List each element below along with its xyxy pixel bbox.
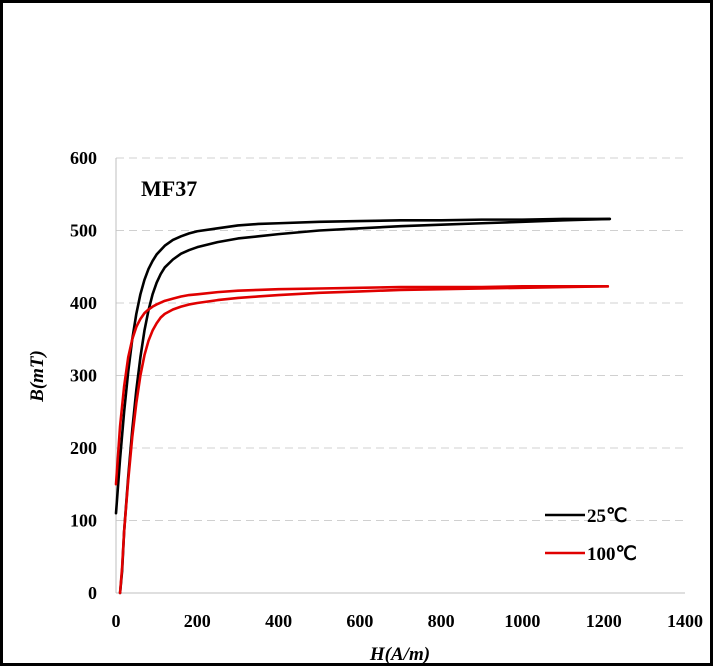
y-tick-label: 300 [70,366,97,386]
x-tick-label: 400 [265,611,292,631]
series-line-branch-lower [118,285,610,595]
x-tick-label: 0 [112,611,121,631]
legend: 25℃ 100℃ [545,506,637,565]
x-tick-label: 800 [428,611,455,631]
y-tick-label: 400 [70,293,97,313]
x-tick-label: 600 [346,611,373,631]
x-axis-title: H(A/m) [369,644,430,665]
legend-item-100c: 100℃ [545,544,637,565]
series-line-branch-lower [118,217,612,595]
y-tick-label: 100 [70,511,97,531]
legend-label: 100℃ [587,544,637,565]
y-tick-label: 600 [70,148,97,168]
y-axis-title: B(mT) [27,350,48,403]
x-tick-label: 200 [184,611,211,631]
y-tick-label: 0 [88,583,97,603]
bh-curve-chart: 0 100 200 300 400 500 600 0 200 400 600 800 1000 120… [27,148,704,665]
x-tick-label: 1400 [667,611,703,631]
x-tick-label: 1200 [586,611,622,631]
series-25c [114,217,612,595]
chart-annotation: MF37 [141,176,197,201]
y-tick-labels: 0 100 200 300 400 500 600 [70,148,97,603]
axes [115,158,685,594]
y-tick-label: 500 [70,221,97,241]
series-lines [114,217,612,595]
grid-lines [116,157,685,521]
series-100c [114,285,610,595]
legend-item-25c: 25℃ [545,506,627,527]
series-line-branch-upper [114,217,612,515]
series-line-branch-upper [114,285,610,486]
legend-label: 25℃ [587,506,627,527]
y-tick-label: 200 [70,438,97,458]
x-tick-labels: 0 200 400 600 800 1000 1200 1400 [112,611,704,631]
x-tick-label: 1000 [504,611,540,631]
